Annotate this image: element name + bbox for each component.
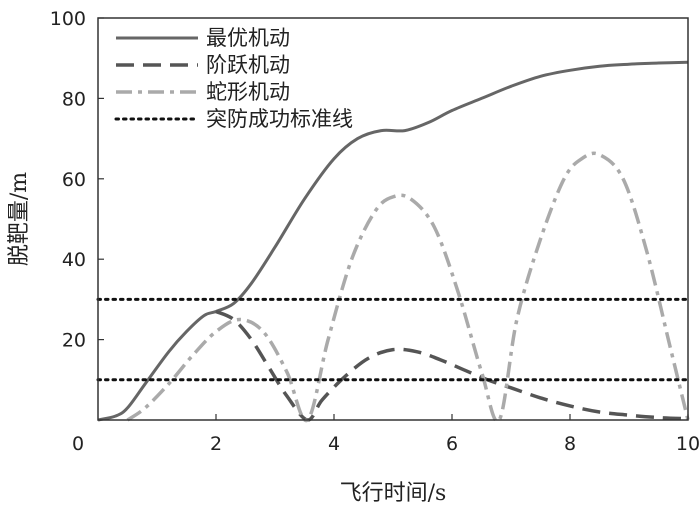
x-tick-label: 10 [676, 433, 700, 455]
legend-label-0: 最优机动 [206, 26, 290, 50]
y-tick-label: 100 [50, 8, 86, 30]
y-tick-label: 20 [62, 330, 86, 352]
x-tick-label: 6 [446, 433, 458, 455]
y-tick-label: 60 [62, 169, 86, 191]
x-tick-label: 2 [210, 433, 222, 455]
series-line-0 [97, 60, 689, 422]
series-layer [96, 60, 690, 424]
legend-label-1: 阶跃机动 [206, 53, 290, 77]
x-axis-title: 飞行时间/s [340, 481, 447, 506]
x-tick-label: 8 [564, 433, 576, 455]
legend-label-2: 蛇形机动 [206, 80, 290, 104]
series-line-2 [126, 151, 690, 424]
plot-frame [97, 17, 689, 421]
tick-layer: 2 4 6 8 10 20 40 60 80 100 [50, 8, 700, 455]
series-line-1 [215, 309, 689, 422]
x-tick-label: 4 [328, 433, 340, 455]
legend-label-3: 突防成功标准线 [206, 107, 353, 131]
origin-tick-label: 0 [72, 433, 84, 455]
y-tick-label: 40 [62, 249, 86, 271]
y-axis-title: 脱靶量/m [7, 172, 32, 266]
y-tick-label: 80 [62, 88, 86, 110]
